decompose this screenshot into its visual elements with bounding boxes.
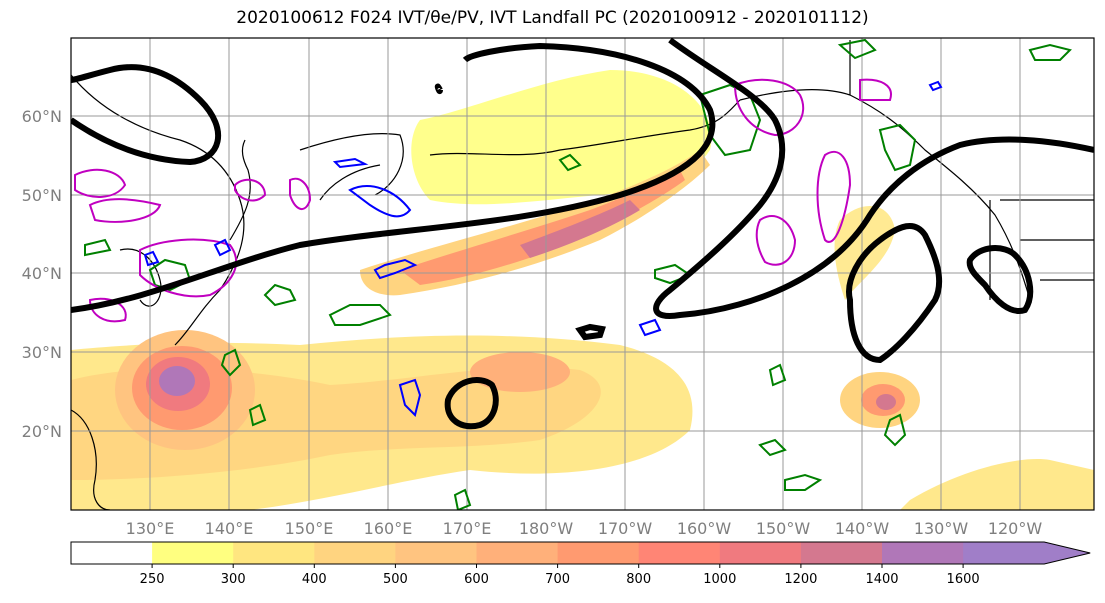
ivt-shading bbox=[71, 70, 1094, 510]
lon-label: 130°E bbox=[126, 519, 175, 538]
lon-label: 150°W bbox=[756, 519, 811, 538]
colorbar-label: 800 bbox=[626, 572, 651, 587]
lat-labels: 60°N 50°N 40°N 30°N 20°N bbox=[22, 107, 62, 441]
colorbar-label: 1200 bbox=[784, 572, 817, 587]
colorbar-segment bbox=[719, 542, 802, 564]
colorbar-segment bbox=[395, 542, 477, 564]
colorbar-segment bbox=[71, 542, 153, 564]
lat-label: 20°N bbox=[22, 422, 62, 441]
colorbar-segment bbox=[233, 542, 315, 564]
lon-label: 170°W bbox=[598, 519, 653, 538]
lon-label: 120°W bbox=[988, 519, 1043, 538]
lon-labels: 130°E 140°E 150°E 160°E 170°E 180°W 170°… bbox=[126, 519, 1043, 538]
colorbar-label: 500 bbox=[383, 572, 408, 587]
colorbar-segment bbox=[152, 542, 234, 564]
colorbar-label: 300 bbox=[221, 572, 246, 587]
lon-label: 130°W bbox=[914, 519, 969, 538]
lon-label: 140°W bbox=[835, 519, 890, 538]
map-frame bbox=[70, 37, 1095, 511]
colorbar: 250 300 400 500 600 700 800 1000 1200 1400 1600 bbox=[70, 541, 1091, 587]
colorbar-segment bbox=[557, 542, 640, 564]
lon-label: 180°W bbox=[519, 519, 574, 538]
lat-label: 60°N bbox=[22, 107, 62, 126]
colorbar-label: 250 bbox=[140, 572, 165, 587]
colorbar-segment bbox=[882, 542, 964, 564]
colorbar-segment bbox=[314, 542, 396, 564]
lon-label: 160°W bbox=[677, 519, 732, 538]
colorbar-segment bbox=[800, 542, 883, 564]
lat-label: 30°N bbox=[22, 343, 62, 362]
lon-label: 160°E bbox=[364, 519, 413, 538]
map-panel bbox=[71, 38, 1094, 510]
graticule bbox=[71, 38, 1094, 510]
colorbar-label: 1600 bbox=[947, 572, 980, 587]
pv-blue-contours bbox=[143, 80, 943, 417]
lon-label: 140°E bbox=[205, 519, 254, 538]
lon-label: 170°E bbox=[443, 519, 492, 538]
colorbar-segment bbox=[476, 542, 559, 564]
colorbar-outline bbox=[70, 541, 1091, 565]
colorbar-segment bbox=[638, 542, 721, 564]
colorbar-label: 600 bbox=[464, 572, 489, 587]
pv-magenta-contours bbox=[74, 78, 892, 323]
lat-label: 40°N bbox=[22, 264, 62, 283]
lon-label: 150°E bbox=[285, 519, 334, 538]
map-title: 2020100612 F024 IVT/θe/PV, IVT Landfall … bbox=[236, 8, 869, 28]
lat-label: 50°N bbox=[22, 186, 62, 205]
colorbar-label: 1000 bbox=[703, 572, 736, 587]
colorbar-label: 400 bbox=[302, 572, 327, 587]
pc-contours bbox=[71, 38, 1094, 430]
colorbar-extend-arrow bbox=[963, 542, 1091, 564]
colorbar-label: 1400 bbox=[865, 572, 898, 587]
colorbar-label: 700 bbox=[545, 572, 570, 587]
